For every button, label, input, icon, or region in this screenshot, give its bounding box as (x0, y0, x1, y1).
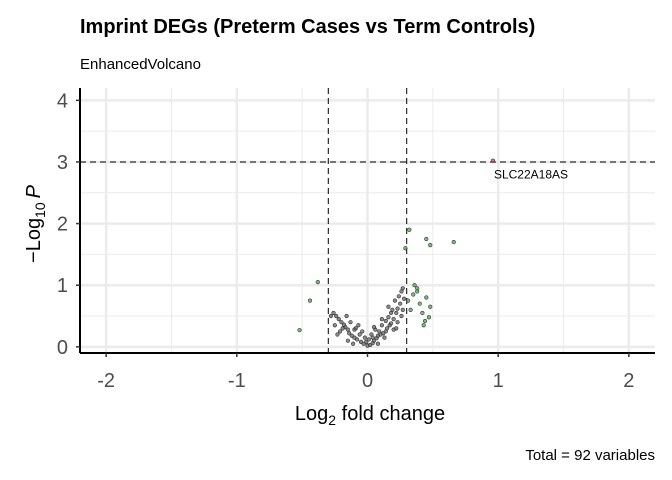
data-point (396, 294, 401, 299)
data-point (315, 280, 320, 285)
data-point (426, 315, 432, 320)
data-point (392, 298, 398, 303)
data-point (337, 329, 343, 334)
data-point (422, 318, 428, 324)
data-point (371, 325, 377, 330)
data-point (334, 313, 339, 319)
data-point (408, 307, 413, 312)
data-point (356, 323, 361, 328)
data-point (345, 327, 350, 332)
data-point (328, 313, 334, 319)
data-point (345, 338, 350, 343)
data-point (364, 339, 369, 345)
data-point (336, 317, 341, 322)
data-point (362, 335, 367, 340)
data-point (351, 341, 356, 346)
data-point (421, 323, 426, 328)
data-point (341, 322, 347, 327)
data-point (347, 331, 352, 336)
data-point (412, 283, 417, 288)
y-tick-label: 4 (57, 90, 68, 112)
data-point (398, 301, 403, 306)
data-point (400, 286, 405, 291)
data-point (417, 301, 422, 306)
y-tick-label: 3 (57, 152, 68, 174)
data-point (420, 310, 425, 316)
x-tick-label: 0 (362, 370, 373, 392)
data-point (375, 341, 381, 346)
chart-caption: Total = 92 variables (525, 447, 655, 464)
data-point (360, 329, 365, 334)
data-point (385, 326, 390, 331)
data-point (348, 320, 353, 325)
data-point (399, 313, 404, 319)
data-point (401, 296, 407, 301)
data-point (366, 337, 371, 342)
data-point (403, 246, 408, 251)
data-point (331, 310, 336, 316)
chart-subtitle: EnhancedVolcano (80, 56, 201, 73)
data-point (391, 317, 396, 322)
data-point (395, 306, 400, 311)
y-tick-label: 1 (57, 275, 68, 297)
data-point (415, 286, 420, 291)
x-tick-label: 1 (493, 370, 504, 392)
data-point (388, 321, 394, 326)
data-point (405, 298, 411, 303)
data-point (428, 243, 433, 248)
data-point (307, 298, 313, 303)
data-point (297, 328, 302, 333)
data-point (379, 323, 384, 328)
data-point (377, 329, 382, 334)
data-point (357, 332, 362, 337)
y-tick-label: 2 (57, 214, 68, 236)
data-point (382, 335, 387, 340)
x-tick-label: -2 (97, 370, 115, 392)
data-point (379, 317, 384, 322)
data-point (394, 326, 399, 331)
data-point (344, 313, 349, 319)
x-axis-title: Log2 fold change (295, 403, 445, 428)
data-point (428, 304, 433, 309)
gene-label: SLC22A18AS (494, 168, 568, 182)
data-point (386, 315, 391, 320)
data-point (358, 339, 364, 345)
data-point (411, 292, 416, 297)
tick-labels: -2 -1 0 1 2 0 1 2 3 4 (57, 90, 635, 392)
data-point (383, 318, 388, 324)
cutoff-lines (80, 88, 655, 353)
data-point (395, 320, 400, 325)
data-point (407, 227, 412, 232)
data-point (332, 323, 337, 328)
x-tick-label: -1 (228, 370, 246, 392)
axes (76, 88, 655, 357)
grid (80, 88, 655, 353)
data-point (451, 239, 456, 245)
data-point (400, 307, 405, 312)
data-point (335, 332, 340, 337)
y-tick-label: 0 (57, 337, 68, 359)
data-point (388, 310, 394, 316)
chart-title: Imprint DEGs (Preterm Cases vs Term Cont… (80, 16, 535, 38)
data-point (424, 295, 429, 300)
data-point (394, 310, 399, 316)
data-point (386, 304, 391, 309)
data-point (339, 320, 344, 325)
data-point (349, 333, 354, 338)
y-axis-title: −Log10P (23, 184, 48, 263)
data-point (424, 236, 429, 242)
data-points (297, 158, 496, 348)
point-labels: SLC22A18AS (494, 168, 568, 182)
data-point (352, 327, 357, 332)
data-point (370, 335, 375, 340)
x-tick-label: 2 (623, 370, 634, 392)
data-point (490, 158, 496, 163)
data-point (340, 326, 345, 331)
